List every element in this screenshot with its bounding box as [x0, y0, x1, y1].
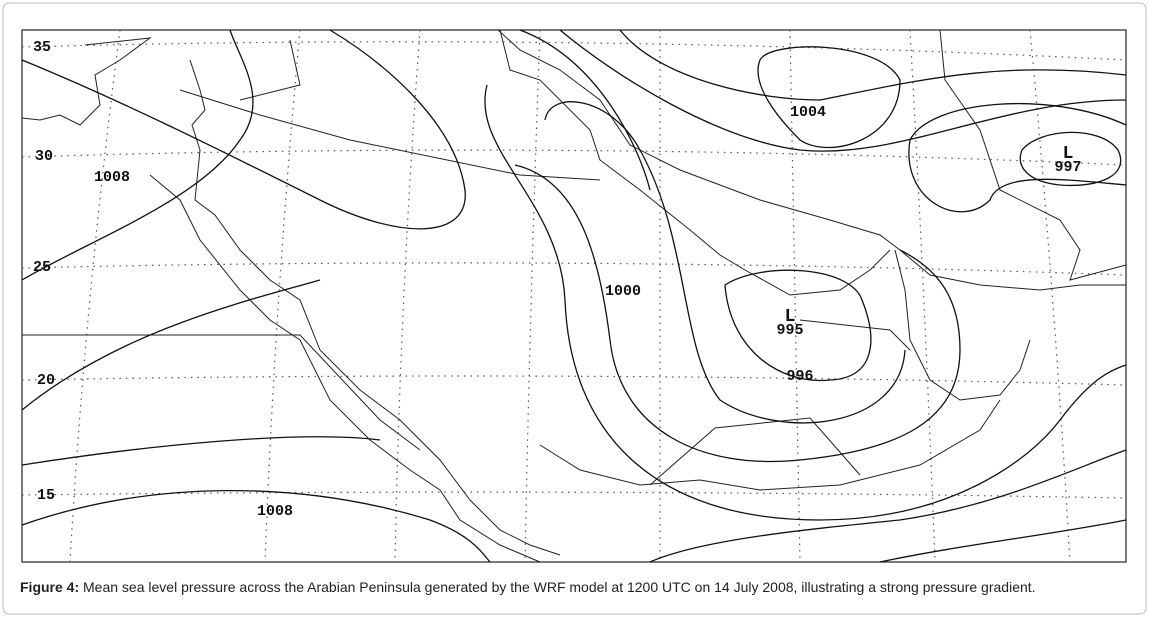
isobar-label: 1000 — [605, 283, 641, 300]
caption: Figure 4: Mean sea level pressure across… — [20, 579, 1036, 595]
lat-label: 25 — [33, 259, 51, 276]
coastlines — [21, 29, 1127, 563]
isobar-label: 996 — [786, 368, 813, 385]
low-symbol: L — [1063, 144, 1074, 164]
lat-label: 15 — [37, 487, 55, 504]
low-symbol: L — [785, 307, 796, 327]
caption-label: Figure 4: — [20, 579, 79, 595]
map-frame — [21, 29, 1127, 563]
lat-label: 30 — [35, 148, 53, 165]
lat-label: 20 — [37, 372, 55, 389]
graticule — [21, 29, 1127, 563]
isobar-label: 1004 — [790, 104, 826, 121]
caption-text: Mean sea level pressure across the Arabi… — [83, 579, 1036, 595]
isobar-label: 1008 — [94, 169, 130, 186]
low-value: 995 — [776, 322, 803, 339]
isobar-label: 1008 — [257, 503, 293, 520]
isobars — [21, 29, 1127, 563]
map: 35 30 25 20 15 1004 1008 1000 996 1008 L… — [21, 29, 1127, 563]
low-value: 997 — [1054, 159, 1081, 176]
lat-label: 35 — [33, 39, 51, 56]
